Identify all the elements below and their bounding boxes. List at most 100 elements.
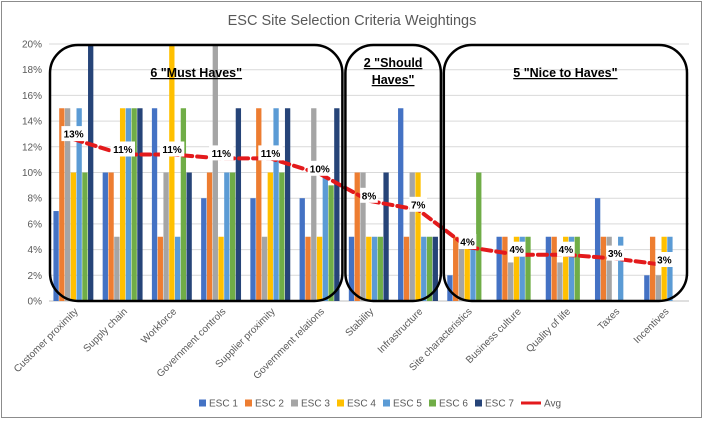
bar bbox=[305, 236, 311, 301]
bar bbox=[464, 236, 470, 301]
group-box bbox=[344, 43, 443, 303]
bar bbox=[53, 211, 59, 301]
bar bbox=[606, 236, 612, 301]
bar bbox=[563, 236, 569, 301]
bar bbox=[644, 275, 650, 301]
legend-swatch bbox=[429, 399, 436, 407]
bar bbox=[186, 172, 192, 301]
avg-data-label: 11% bbox=[113, 145, 133, 156]
bar bbox=[618, 236, 624, 301]
x-tick-label: Incentives bbox=[632, 306, 672, 346]
bar bbox=[163, 172, 169, 301]
group-boxes: 6 "Must Haves" 2 "Should Haves" 5 "Nice to … bbox=[48, 43, 689, 303]
bar bbox=[311, 108, 317, 301]
legend-swatch bbox=[245, 399, 252, 407]
bar bbox=[568, 236, 575, 301]
bar bbox=[322, 172, 328, 301]
bar bbox=[551, 236, 557, 301]
legend-label: ESC 7 bbox=[485, 399, 514, 410]
bar bbox=[409, 172, 415, 301]
x-tick-label: Stability bbox=[344, 306, 377, 339]
y-tick-label: 20% bbox=[22, 40, 42, 51]
bar bbox=[151, 108, 158, 301]
x-tick-label: Supply chain bbox=[82, 306, 130, 354]
legend: ESC 1 ESC 2 ESC 3 ESC 4 ESC 5 ESC 6 ESC 7 Avg bbox=[199, 399, 561, 410]
legend-swatch bbox=[337, 399, 344, 407]
legend-label: Avg bbox=[544, 399, 561, 410]
bar bbox=[267, 172, 273, 301]
bar bbox=[256, 108, 262, 301]
bar bbox=[88, 44, 94, 301]
bar bbox=[279, 172, 285, 301]
bar bbox=[114, 236, 120, 301]
bar bbox=[496, 236, 502, 301]
avg-labels: 13% 11% 11% 11% 11% 10% 8% 7% 4% 4% 4% 3% 3% bbox=[61, 126, 674, 267]
bar bbox=[421, 236, 427, 301]
y-tick-label: 18% bbox=[22, 65, 42, 76]
x-tick-label: Taxes bbox=[596, 306, 622, 332]
x-tick-label: Infrastructure bbox=[376, 306, 426, 356]
bar bbox=[180, 108, 187, 301]
y-tick-label: 16% bbox=[22, 91, 42, 102]
bar bbox=[174, 236, 181, 301]
bar bbox=[157, 236, 163, 301]
bar bbox=[545, 236, 552, 301]
y-tick-label: 4% bbox=[28, 245, 43, 256]
bar bbox=[224, 172, 230, 301]
bar bbox=[261, 236, 268, 301]
bar bbox=[453, 236, 459, 301]
bar bbox=[649, 236, 656, 301]
bar bbox=[667, 236, 673, 301]
bar bbox=[125, 108, 132, 301]
bar bbox=[426, 236, 433, 301]
bar bbox=[273, 108, 279, 301]
avg-data-label: 11% bbox=[162, 145, 182, 156]
chart-title: ESC Site Selection Criteria Weightings bbox=[228, 13, 477, 29]
y-tick-label: 10% bbox=[22, 168, 42, 179]
bar bbox=[447, 275, 453, 301]
avg-label-bg bbox=[557, 241, 575, 257]
legend-label: ESC 6 bbox=[439, 399, 468, 410]
bar bbox=[366, 236, 372, 301]
legend-label: ESC 1 bbox=[209, 399, 238, 410]
avg-label-bg bbox=[61, 126, 86, 142]
bar bbox=[102, 172, 108, 301]
bar bbox=[299, 198, 305, 301]
bar bbox=[513, 236, 520, 301]
avg-data-label: 4% bbox=[509, 245, 524, 256]
bar bbox=[201, 198, 207, 301]
bar bbox=[354, 172, 360, 301]
bar bbox=[212, 44, 218, 301]
bar bbox=[557, 262, 563, 301]
y-tick-label: 8% bbox=[28, 194, 43, 205]
bar bbox=[508, 262, 514, 301]
legend-swatch bbox=[291, 399, 298, 407]
avg-data-label: 8% bbox=[362, 191, 377, 202]
avg-data-label: 3% bbox=[657, 256, 672, 267]
legend-swatch bbox=[475, 399, 482, 407]
bar bbox=[76, 108, 82, 301]
bar bbox=[59, 108, 65, 301]
bar bbox=[348, 236, 355, 301]
group-label: Haves" bbox=[372, 73, 415, 87]
x-axis-ticks: Customer proximity Supply chain WorkforceG… bbox=[12, 306, 671, 382]
bar bbox=[502, 236, 508, 301]
avg-data-label: 7% bbox=[411, 200, 426, 211]
bar bbox=[574, 236, 580, 301]
group-label: 6 "Must Haves" bbox=[150, 66, 242, 80]
bar bbox=[470, 236, 476, 301]
group-label: 5 "Nice to Haves" bbox=[513, 66, 617, 80]
avg-label-bg bbox=[655, 252, 674, 267]
bar bbox=[131, 108, 137, 301]
bar bbox=[360, 172, 366, 301]
avg-data-label: 13% bbox=[64, 130, 84, 141]
avg-label-bg bbox=[507, 241, 526, 257]
x-tick-label: Workforce bbox=[139, 306, 179, 346]
group-box bbox=[442, 43, 689, 303]
avg-data-label: 11% bbox=[212, 149, 232, 160]
avg-label-bg bbox=[360, 187, 378, 203]
bar bbox=[108, 172, 114, 301]
group-label: 2 "Should bbox=[364, 56, 423, 70]
bar bbox=[250, 198, 256, 301]
